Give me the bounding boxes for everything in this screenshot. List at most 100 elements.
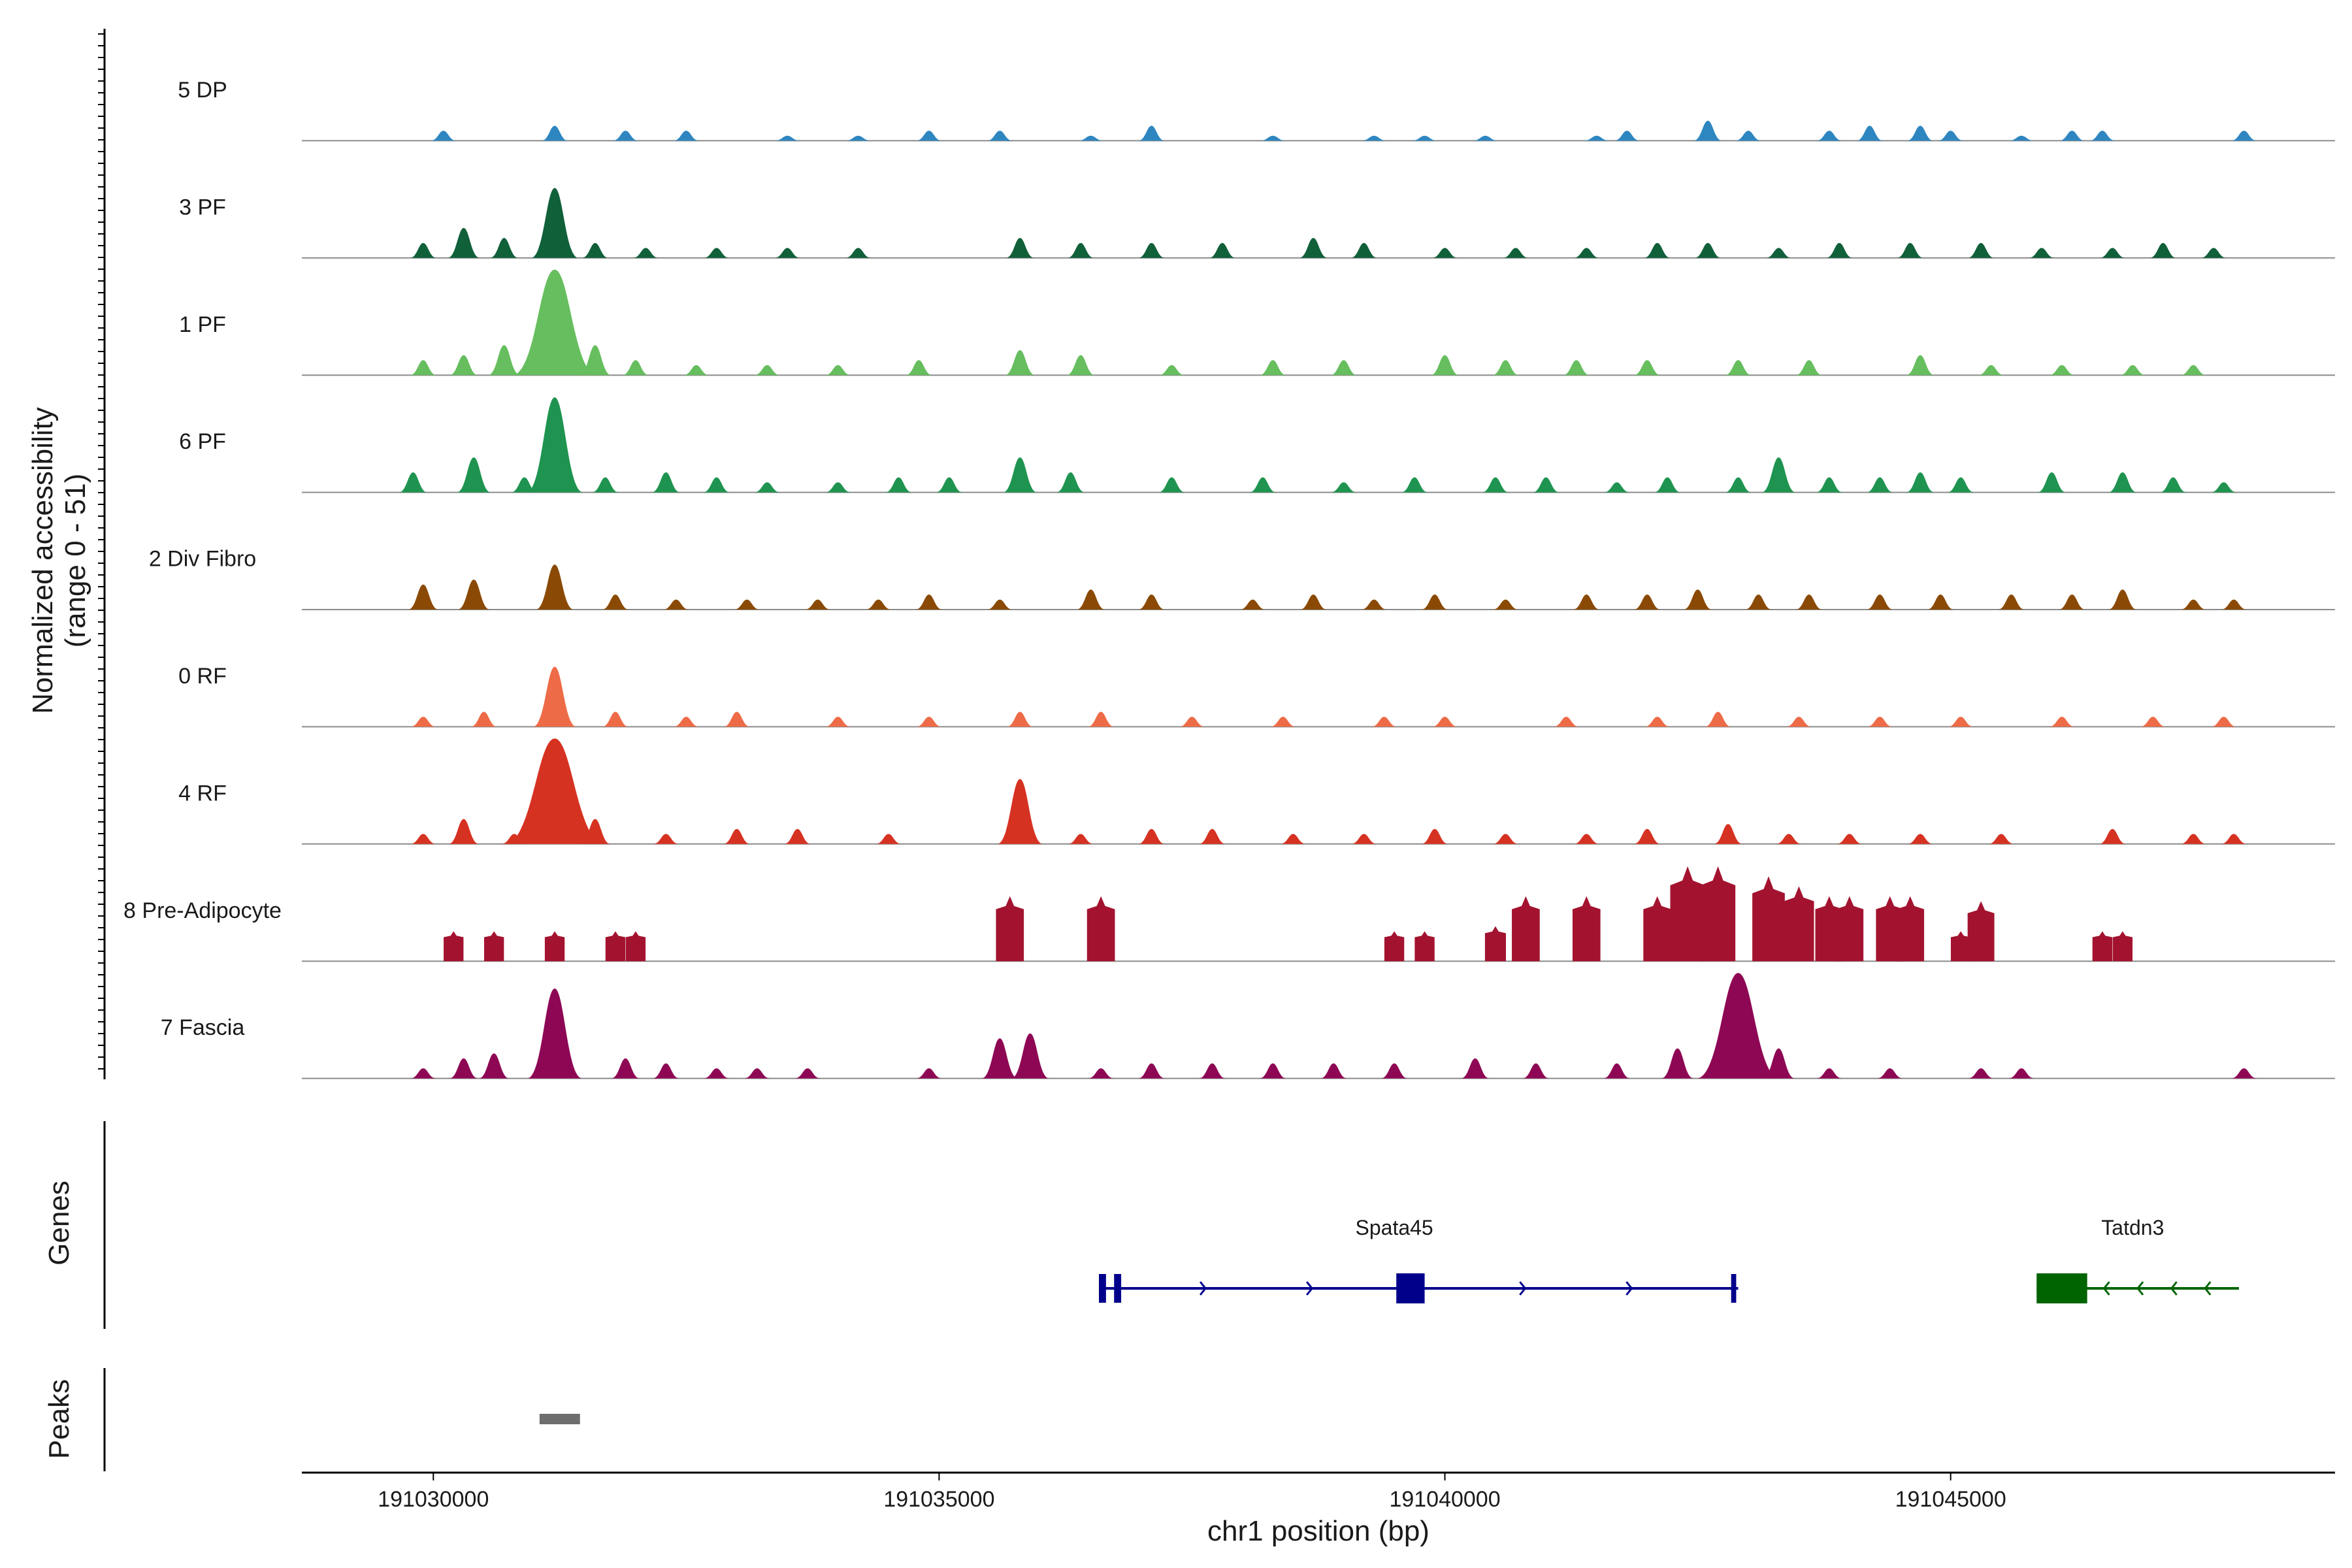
gene-exon [1731,1274,1737,1303]
coverage-peak [430,131,457,141]
coverage-peak [1784,886,1814,962]
coverage-peak [535,564,574,610]
coverage-peak [457,580,491,610]
coverage-peak [652,1063,679,1079]
coverage-peak [865,599,892,610]
x-tick-label: 191045000 [1895,1487,2006,1512]
gene-exon [2036,1273,2087,1303]
coverage-peak [1198,1063,1226,1079]
coverage-peak [1138,1063,1166,1079]
coverage-peak [1320,1063,1347,1079]
coverage-peak [734,599,760,610]
coverage-peak [673,717,700,727]
track-label: 8 Pre-Adipocyte [123,898,282,923]
y-axis-title-line2: (range 0 - 51) [59,474,91,648]
strand-arrow [2102,1281,2110,1296]
coverage-peak [1897,242,1924,258]
coverage-peak [1259,1063,1286,1079]
coverage-peak [1138,242,1166,258]
coverage-peak [602,711,629,727]
coverage-peak [1492,834,1519,844]
coverage-peak [916,131,942,141]
coverage-peak [885,477,912,493]
coverage-peak [1968,1068,1994,1079]
coverage-peak [1056,472,1085,493]
coverage-peak [1947,477,1974,493]
coverage-peak [1330,482,1357,493]
coverage-peak [579,345,612,376]
coverage-peak [1421,828,1448,844]
coverage-peak [987,599,1013,610]
gene-name-label: Spata45 [1356,1216,1433,1239]
coverage-peak [1696,973,1780,1079]
coverage-peak [1633,360,1661,376]
genes-track-title: Genes [43,1181,75,1266]
coverage-peak [1553,717,1580,727]
coverage-peak [611,1058,640,1079]
coverage-peak [1752,876,1785,962]
coverage-peak [916,1068,942,1079]
coverage-peak [1896,896,1925,962]
coverage-peak [1209,242,1236,258]
coverage-peak [1086,896,1115,962]
coverage-peak [2112,931,2133,962]
coverage-peak [1270,717,1296,727]
strand-arrow [1625,1281,1633,1296]
coverage-peak [612,131,639,141]
coverage-peak [663,599,689,610]
coverage-peak [1856,125,1884,141]
coverage-peak [487,345,521,376]
coverage-peak [410,242,437,258]
coverage-peak [1603,482,1630,493]
coverage-peak [1158,365,1185,376]
coverage-peak [1633,828,1661,844]
coverage-peak [2200,248,2227,258]
coverage-peak [1644,242,1671,258]
coverage-peak [1643,896,1672,962]
coverage-peak [1350,834,1377,844]
coverage-peak [723,711,751,727]
track-4: 2 Div Fibro [149,547,2335,610]
coverage-peak [1198,828,1226,844]
coverage-peak [1532,477,1560,493]
strand-arrow [2170,1281,2178,1296]
coverage-peak [1280,834,1307,844]
coverage-peak [1249,477,1277,493]
coverage-peak [2108,589,2137,610]
coverage-peak [1431,248,1458,258]
coverage-peak [1906,125,1934,141]
coverage-peak [531,188,579,258]
coverage-peak [1138,125,1166,141]
coverage-peak [1866,477,1893,493]
coverage-peak [605,931,626,962]
gene-exon [1099,1274,1106,1303]
gene-exon [1396,1273,1425,1303]
coverage-peak [754,482,780,493]
coverage-peak [1430,355,1460,376]
coverage-peak [410,717,436,727]
coverage-peak [483,931,504,962]
coverage-peak [1067,242,1094,258]
coverage-peak [1876,1068,1903,1079]
coverage-peak [1725,360,1752,376]
coverage-peak [470,711,498,727]
coverage-peak [1867,717,1893,727]
strand-arrow [1306,1281,1314,1296]
coverage-peak [683,365,710,376]
coverage-peak [1492,599,1519,610]
coverage-peak [1380,1063,1408,1079]
coverage-peak [997,779,1043,844]
coverage-peak [1725,477,1752,493]
coverage-peak [1988,834,2014,844]
coverage-peak [532,666,577,727]
coverage-peak [1683,589,1712,610]
coverage-peak [2092,931,2113,962]
coverage-peak [1714,824,1743,844]
strand-arrow [1199,1281,1207,1296]
coverage-peak [987,131,1013,141]
peaks-track-title: Peaks [43,1379,75,1459]
coverage-peak [1786,717,1812,727]
coverage-peak [2037,472,2066,493]
coverage-peak [1414,931,1435,962]
coverage-peak [2049,365,2075,376]
